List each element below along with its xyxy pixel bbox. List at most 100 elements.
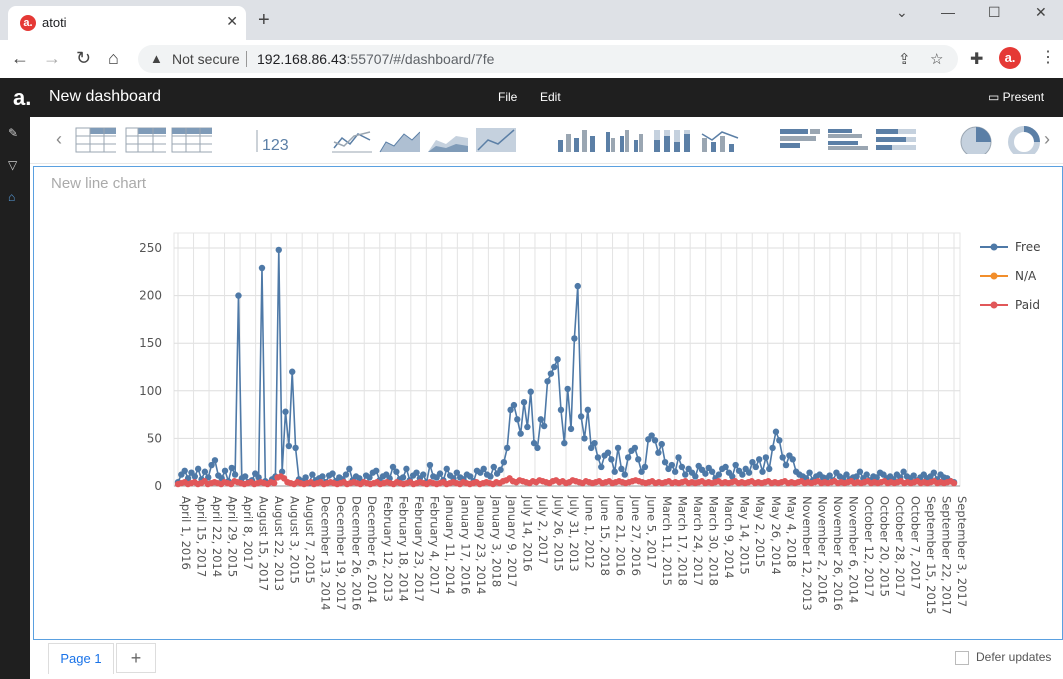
tree-table-icon[interactable] <box>170 126 212 154</box>
atoti-favicon-icon: a. <box>20 15 36 31</box>
browser-tab[interactable]: a. atoti ✕ <box>8 6 246 40</box>
atoti-logo[interactable]: a. <box>13 85 32 110</box>
tab-search-chevron-icon[interactable]: ⌄ <box>896 4 908 20</box>
x-tick-label: March 30, 2018 <box>707 496 721 586</box>
horizontal-bar-icon[interactable] <box>778 126 820 154</box>
url-text[interactable]: 192.168.86.43:55707/#/dashboard/7fe <box>257 51 494 67</box>
security-label[interactable]: Not secure <box>172 51 240 67</box>
horizontal-clustered-icon[interactable] <box>826 126 868 154</box>
defer-updates-label: Defer updates <box>976 650 1052 664</box>
table-icon[interactable] <box>74 126 116 154</box>
filter-icon[interactable]: ▽ <box>8 158 18 172</box>
home-icon[interactable]: ⌂ <box>108 48 119 68</box>
data-point-free <box>863 471 870 478</box>
stacked-area-icon[interactable] <box>426 126 468 154</box>
x-tick-label: November 12, 2013 <box>800 496 814 611</box>
forward-arrow-icon[interactable]: → <box>43 48 61 68</box>
x-tick-label: March 9, 2014 <box>722 496 736 579</box>
x-tick-label: April 15, 2017 <box>195 496 209 577</box>
url-path: :55707/#/dashboard/7fe <box>346 51 495 67</box>
close-tab-icon[interactable]: ✕ <box>226 13 238 29</box>
stacked-bar-icon[interactable] <box>650 126 692 154</box>
warning-icon[interactable]: ▲ <box>150 51 163 66</box>
data-point-free <box>211 457 219 464</box>
new-tab-button[interactable]: + <box>258 9 270 31</box>
data-point-free <box>487 473 494 480</box>
donut-chart-icon[interactable] <box>1006 126 1048 154</box>
x-tick-label: January 3, 2018 <box>489 495 503 587</box>
bar-chart-icon[interactable] <box>554 126 596 154</box>
window-close-button[interactable]: ✕ <box>1035 4 1047 20</box>
line-chart[interactable]: 0 50 100 150 200 250 April 1, 2016 April 15, 20… <box>34 167 1062 639</box>
x-tick-label: December 26, 2016 <box>350 496 364 611</box>
data-point-free <box>789 456 796 463</box>
clustered-bar-icon[interactable] <box>602 126 644 154</box>
defer-updates-checkbox[interactable] <box>955 651 969 665</box>
profile-avatar[interactable]: a. <box>999 47 1021 69</box>
x-tick-label: June 1, 2012 <box>583 495 597 569</box>
data-point-free <box>594 454 602 461</box>
data-point-free <box>843 471 850 478</box>
maximize-button[interactable]: ☐ <box>988 4 1001 20</box>
widget-title[interactable]: New line chart <box>51 175 147 192</box>
data-point-free <box>275 246 282 254</box>
pie-chart-icon[interactable] <box>958 126 1000 154</box>
data-point-free <box>527 388 534 395</box>
kpi-icon[interactable]: 123 <box>254 126 296 154</box>
extensions-puzzle-icon[interactable]: ✚ <box>970 51 984 68</box>
stacked-area-100-icon[interactable] <box>474 126 516 154</box>
x-tick-label: November 6, 2014 <box>846 496 860 603</box>
line-chart-widget[interactable]: New line chart 0 50 100 150 200 250 April 1, 2… <box>33 166 1063 640</box>
data-point-free <box>587 444 595 452</box>
legend-marker-free <box>990 243 998 251</box>
x-tick-label: April 29, 2015 <box>226 496 240 577</box>
data-point-free <box>413 469 420 476</box>
data-point-free <box>372 467 380 474</box>
horizontal-stacked-icon[interactable] <box>874 126 916 154</box>
data-point-free <box>389 463 397 471</box>
data-point-free <box>584 406 592 414</box>
data-point-free <box>873 474 880 481</box>
line-chart-icon[interactable] <box>330 126 372 154</box>
y-tick-label: 0 <box>154 479 162 493</box>
data-point-free <box>302 474 309 481</box>
data-point-free <box>547 370 555 377</box>
back-arrow-icon[interactable]: ← <box>11 48 29 68</box>
data-point-free <box>755 456 763 463</box>
menu-file[interactable]: File <box>498 90 518 104</box>
minimize-button[interactable]: — <box>941 4 955 20</box>
data-point-free <box>635 456 642 463</box>
bookmark-star-icon[interactable]: ☆ <box>930 51 944 68</box>
page-tab[interactable]: Page 1 <box>48 643 114 674</box>
reload-icon[interactable]: ↻ <box>76 48 92 68</box>
data-point-free <box>554 356 561 363</box>
browser-menu-icon[interactable]: ⋮ <box>1040 49 1056 66</box>
edit-pencil-icon[interactable]: ✎ <box>8 126 19 140</box>
divider <box>246 51 247 67</box>
data-point-free <box>729 473 736 480</box>
add-page-button[interactable]: + <box>116 643 156 673</box>
menu-edit[interactable]: Edit <box>540 90 561 104</box>
legend-marker-na <box>990 272 998 280</box>
x-tick-label: November 26, 2016 <box>831 496 845 611</box>
pivot-table-icon[interactable] <box>124 126 166 154</box>
scroll-right-icon[interactable]: › <box>1044 129 1050 149</box>
data-point-free <box>661 459 669 466</box>
area-chart-icon[interactable] <box>378 126 420 154</box>
present-button[interactable]: ▭ Present <box>988 90 1044 104</box>
x-tick-label: September 22, 2017 <box>939 496 953 614</box>
data-point-free <box>534 444 541 452</box>
x-tick-label: December 13, 2014 <box>319 496 333 611</box>
combo-chart-icon[interactable] <box>698 126 740 154</box>
data-point-free <box>658 440 665 448</box>
y-tick-label: 250 <box>139 241 162 255</box>
scroll-left-icon[interactable]: ‹ <box>56 129 62 149</box>
data-point-free <box>581 435 588 442</box>
x-tick-label: March 24, 2017 <box>691 496 705 586</box>
widgets-icon[interactable]: ⌂ <box>8 190 16 204</box>
dashboard-title[interactable]: New dashboard <box>49 88 162 105</box>
x-tick-label: December 19, 2017 <box>334 496 348 611</box>
data-point-free <box>856 468 864 475</box>
url-field[interactable]: ▲ Not secure 192.168.86.43:55707/#/dashb… <box>138 45 958 73</box>
share-icon[interactable]: ⇪ <box>898 51 911 68</box>
